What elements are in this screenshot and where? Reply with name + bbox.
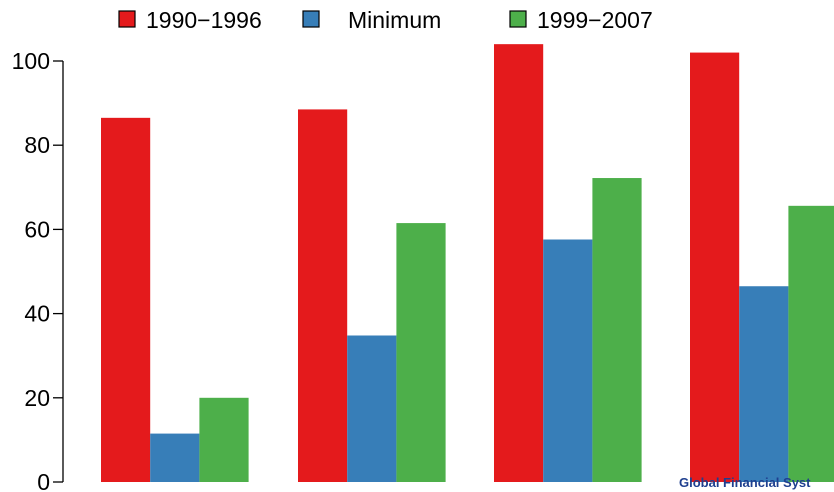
y-tick-label: 100 [12,48,50,74]
bar-series1-group2 [298,109,348,482]
y-tick-label: 40 [24,301,50,327]
bar-series1-group1 [101,117,151,483]
bar-series3-group4 [788,205,834,482]
bar-series2-group4 [739,286,789,482]
y-tick-label: 0 [37,469,50,492]
bar-series2-group3 [543,239,593,482]
legend-swatch-2 [302,10,320,28]
chart-legend: 1990−1996 Minimum 1999−2007 [118,7,653,33]
bars [101,44,834,483]
y-tick-label: 60 [24,216,50,242]
bar-series1-group4 [690,52,740,483]
bar-series2-group1 [150,433,200,482]
legend-swatch-1 [118,10,136,28]
legend-label-3: 1999−2007 [537,7,653,33]
y-axis: 0 20 40 60 80 100 [12,48,64,492]
footer-text: Global Financial Syst [679,475,811,490]
bar-series1-group3 [494,44,544,482]
legend-label-1: 1990−1996 [146,7,262,33]
y-tick-label: 80 [24,132,50,158]
bar-series3-group1 [199,397,249,482]
y-tick-label: 20 [24,385,50,411]
legend-swatch-3 [509,10,527,28]
legend-label-2: Minimum [348,7,441,33]
bar-series3-group3 [592,178,642,482]
bar-series3-group2 [396,223,446,482]
bar-series2-group2 [347,335,397,482]
